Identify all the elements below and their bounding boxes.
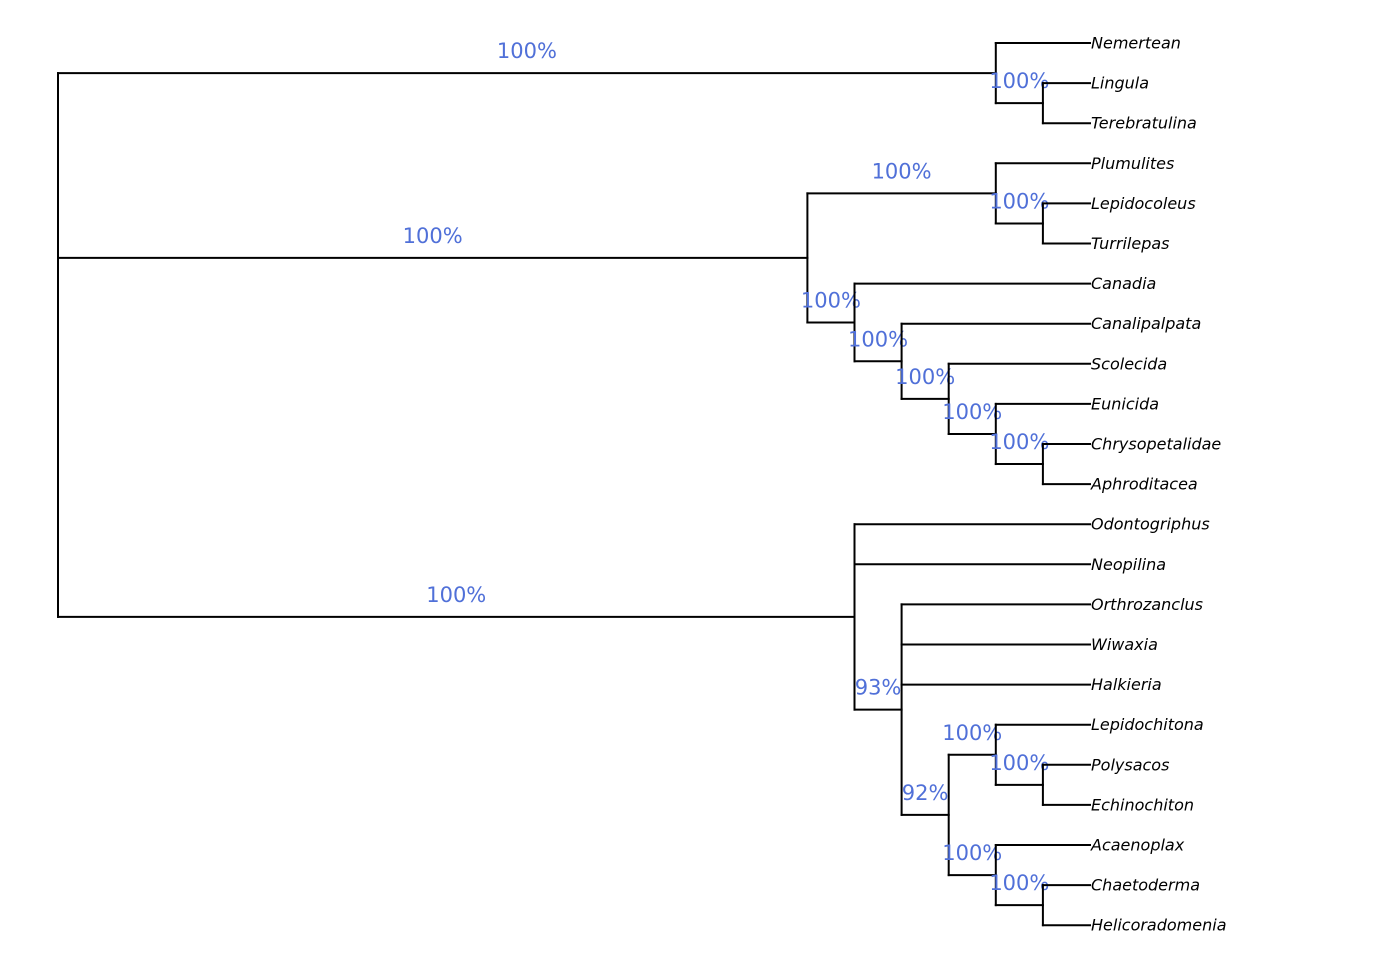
tip-label-acaenoplax: Acaenoplax [1090, 836, 1185, 855]
support-value-label-1: 100% [989, 69, 1049, 93]
support-value-label-6: 100% [848, 327, 908, 351]
tip-label-canalipalpata: Canalipalpata [1091, 314, 1201, 333]
tip-label-polysacos: Polysacos [1091, 755, 1169, 774]
support-value-label-0: 100% [497, 39, 557, 63]
tip-label-neopilina: Neopilina [1091, 555, 1166, 574]
tip-label-chaetoderma: Chaetoderma [1091, 876, 1200, 895]
support-value-label-14: 100% [989, 751, 1049, 775]
support-value-label-9: 100% [989, 430, 1049, 454]
support-value-label-13: 100% [942, 721, 1002, 745]
support-value-label-5: 100% [801, 288, 861, 312]
tip-label-scolecida: Scolecida [1091, 354, 1167, 373]
tip-label-wiwaxia: Wiwaxia [1091, 635, 1158, 654]
tip-label-canadia: Canadia [1091, 274, 1156, 293]
support-value-label-3: 100% [872, 159, 932, 183]
tip-label-lepidocoleus: Lepidocoleus [1091, 194, 1196, 213]
support-value-label-7: 100% [895, 365, 955, 389]
support-value-label-2: 100% [403, 224, 463, 248]
tip-label-halkieria: Halkieria [1091, 675, 1162, 694]
support-value-label-10: 100% [426, 583, 486, 607]
tip-label-orthrozanclus: Orthrozanclus [1091, 595, 1203, 614]
tip-label-nemertean: Nemertean [1091, 34, 1181, 53]
tip-label-lingula: Lingula [1091, 74, 1149, 93]
tip-label-helicoradomenia: Helicoradomenia [1091, 916, 1227, 935]
tip-label-turrilepas: Turrilepas [1091, 234, 1170, 253]
tip-label-eunicida: Eunicida [1091, 394, 1159, 413]
support-value-label-8: 100% [942, 400, 1002, 424]
tip-label-aphroditacea: Aphroditacea [1090, 475, 1198, 494]
tip-label-lepidochitona: Lepidochitona [1091, 715, 1204, 734]
tip-label-terebratulina: Terebratulina [1091, 114, 1197, 133]
support-value-label-4: 100% [989, 189, 1049, 213]
support-value-label-16: 100% [989, 871, 1049, 895]
tip-label-plumulites: Plumulites [1091, 154, 1174, 173]
tip-label-chrysopetalidae: Chrysopetalidae [1091, 435, 1221, 454]
support-value-label-15: 100% [942, 841, 1002, 865]
support-value-label-11: 93% [855, 676, 902, 700]
tip-label-echinochiton: Echinochiton [1091, 795, 1194, 814]
support-value-label-12: 92% [902, 781, 949, 805]
tip-label-odontogriphus: Odontogriphus [1091, 515, 1210, 534]
